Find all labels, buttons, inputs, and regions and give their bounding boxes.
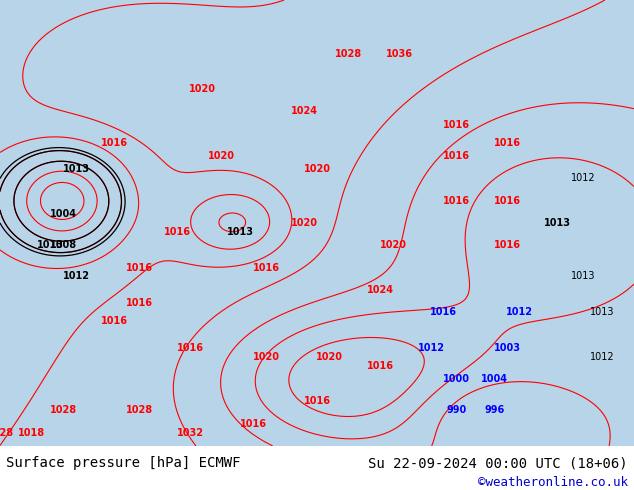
Text: 1020: 1020 [291,218,318,228]
Text: 1016: 1016 [443,196,470,206]
Text: Surface pressure [hPa] ECMWF: Surface pressure [hPa] ECMWF [6,456,241,470]
Text: 1016: 1016 [494,240,521,250]
Text: 1016: 1016 [164,227,191,237]
Text: 1012: 1012 [63,271,89,281]
Text: 1036: 1036 [386,49,413,58]
Text: 1016: 1016 [443,120,470,130]
Text: 1016: 1016 [304,396,330,406]
Text: 1020: 1020 [253,352,280,362]
Text: Su 22-09-2024 00:00 UTC (18+06): Su 22-09-2024 00:00 UTC (18+06) [368,456,628,470]
Text: 1028: 1028 [335,49,362,58]
Text: 1016: 1016 [101,316,127,326]
Text: 1008: 1008 [50,240,77,250]
Text: 996: 996 [484,405,505,415]
Text: 1013: 1013 [571,271,595,281]
Text: 1016: 1016 [367,361,394,370]
Text: 1032: 1032 [177,427,204,438]
Text: 1013: 1013 [590,307,614,317]
Text: 1018: 1018 [18,427,45,438]
Text: 1016: 1016 [494,138,521,147]
Text: 1024: 1024 [367,285,394,295]
Text: ©weatheronline.co.uk: ©weatheronline.co.uk [477,476,628,489]
Text: 1016: 1016 [494,196,521,206]
Text: 1000: 1000 [443,374,470,384]
Text: 1016: 1016 [443,151,470,161]
Text: 1020: 1020 [380,240,406,250]
Text: 1016: 1016 [101,138,127,147]
Text: 1016: 1016 [253,263,280,272]
Text: 1016: 1016 [240,418,267,429]
Text: 1020: 1020 [209,151,235,161]
Text: 1028: 1028 [126,405,153,415]
Text: 1004: 1004 [50,209,77,219]
Text: 1028: 1028 [0,427,13,438]
Text: 990: 990 [446,405,467,415]
Text: 1013: 1013 [545,218,571,228]
Text: 1013: 1013 [63,165,89,174]
Text: 1020: 1020 [316,352,343,362]
Text: 1003: 1003 [494,343,521,353]
Text: 1004: 1004 [481,374,508,384]
Text: 1020: 1020 [304,165,330,174]
Text: 1016: 1016 [430,307,457,317]
Text: 1028: 1028 [50,405,77,415]
Text: 1016: 1016 [177,343,204,353]
Text: 1016: 1016 [126,263,153,272]
Text: 1020: 1020 [190,84,216,94]
Text: 1012: 1012 [571,173,595,183]
Text: 1013: 1013 [37,240,64,250]
Text: 1016: 1016 [126,298,153,308]
Text: 1024: 1024 [291,106,318,117]
Text: 1012: 1012 [590,352,614,362]
Text: 1012: 1012 [507,307,533,317]
Text: 1013: 1013 [228,227,254,237]
Text: 1012: 1012 [418,343,444,353]
